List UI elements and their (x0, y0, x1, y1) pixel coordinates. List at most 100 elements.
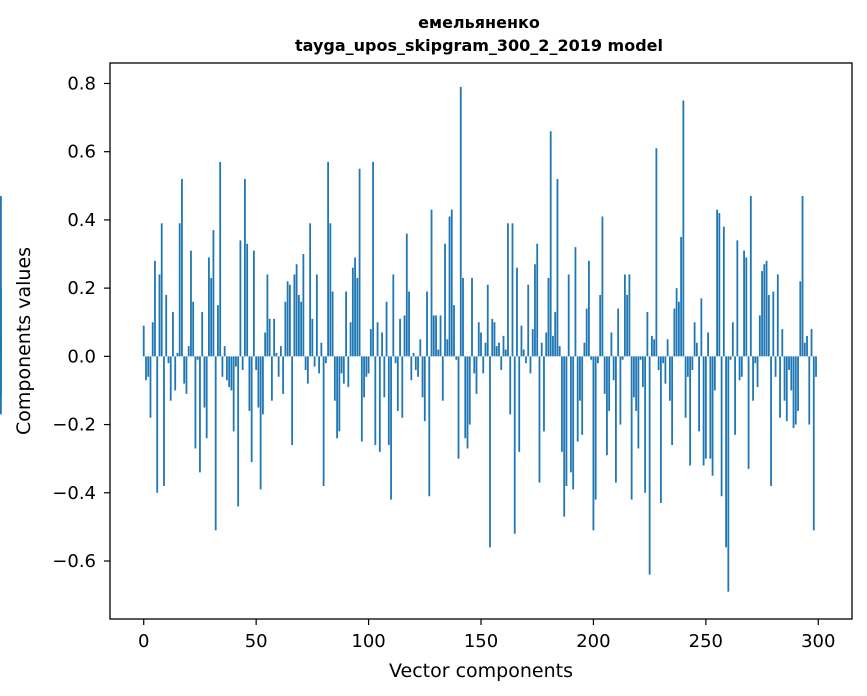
y-tick-label: −0.4 (52, 483, 96, 504)
bar-69 (297, 294, 300, 357)
bar-127 (428, 356, 431, 497)
bar-189 (567, 274, 570, 357)
bar-84 (331, 291, 334, 357)
y-tick-label: 0.2 (67, 278, 96, 299)
bar-284 (781, 329, 784, 357)
bar-123 (419, 339, 422, 357)
bar-176 (538, 356, 541, 483)
bar-179 (545, 332, 548, 357)
bar-116 (403, 315, 406, 357)
bar-35 (221, 356, 224, 377)
bar-178 (543, 356, 545, 432)
bar-33 (217, 305, 219, 357)
y-tick-label: −0.6 (52, 551, 96, 572)
bar-252 (709, 356, 712, 459)
x-tick-label: 200 (576, 631, 610, 652)
bar-11 (167, 356, 170, 364)
bar-289 (792, 356, 795, 428)
bar-75 (311, 318, 314, 357)
bar-54 (264, 332, 267, 357)
bar-141 (459, 86, 462, 357)
bar-4 (151, 322, 154, 357)
bar-234 (668, 356, 671, 401)
bar-168 (520, 325, 523, 357)
bar-77 (315, 274, 318, 357)
bar-180 (547, 277, 550, 357)
bar-147 (473, 356, 476, 374)
y-tick-label: 0.4 (67, 210, 96, 231)
bar-108 (385, 301, 388, 357)
bar-19 (185, 356, 188, 394)
bar-10 (165, 294, 168, 357)
bar-202 (597, 356, 599, 364)
bar-231 (662, 356, 665, 364)
bar-186 (561, 356, 563, 452)
bar-31 (212, 230, 215, 357)
bar-291 (797, 356, 799, 411)
bar-28 (205, 356, 208, 439)
bar-148 (475, 356, 478, 394)
bar-220 (637, 356, 640, 449)
bar-255 (716, 209, 718, 357)
y-axis-ticks: −0.6 −0.4 −0.2 0.0 0.2 0.4 0.6 0.8 (52, 73, 110, 572)
bar-135 (446, 339, 449, 357)
bar-196 (583, 342, 586, 357)
bar-273 (756, 356, 759, 388)
bar-198 (588, 260, 590, 357)
bar-126 (426, 291, 428, 357)
bar-172 (529, 356, 532, 374)
bar-259 (725, 356, 727, 548)
bar-117 (405, 233, 408, 357)
bar-32 (214, 356, 217, 531)
bar-29 (208, 257, 210, 357)
bar-3 (149, 356, 152, 418)
bar-217 (630, 356, 633, 500)
bar-81 (324, 356, 327, 364)
x-tick-label: 250 (689, 631, 723, 652)
bar-79 (320, 342, 323, 357)
bar-211 (617, 308, 620, 357)
bar-297 (810, 329, 813, 357)
bar-254 (713, 356, 716, 391)
bar-268 (745, 257, 748, 357)
bar-156 (493, 322, 496, 357)
y-tick-label: 0.6 (67, 142, 96, 163)
bar-undefined (0, 356, 2, 398)
bar-203 (599, 294, 602, 357)
bar-80 (322, 356, 325, 486)
bar-34 (219, 161, 222, 357)
bar-48 (250, 356, 253, 463)
bar-209 (612, 356, 615, 381)
bar-139 (455, 356, 458, 360)
bar-111 (392, 274, 395, 357)
bar-181 (549, 131, 552, 357)
bar-267 (743, 250, 745, 357)
bar-62 (282, 356, 285, 394)
bar-227 (653, 339, 656, 357)
bar-244 (691, 356, 694, 370)
bar-228 (655, 148, 658, 357)
bar-221 (639, 356, 642, 360)
x-tick-label: 150 (464, 631, 498, 652)
bar-65 (288, 284, 291, 357)
bar-218 (633, 356, 635, 398)
bar-106 (381, 332, 383, 357)
bar-263 (734, 356, 736, 435)
bar-2 (147, 356, 150, 377)
bar-98 (363, 356, 365, 398)
bar-277 (765, 260, 768, 357)
bar-143 (464, 356, 467, 439)
bar-298 (812, 356, 815, 531)
bar-174 (534, 264, 536, 357)
y-tick-label: −0.2 (52, 415, 96, 436)
bar-36 (223, 346, 226, 357)
bar-169 (522, 349, 525, 357)
bar-279 (770, 356, 772, 486)
bar-66 (291, 356, 294, 446)
bar-188 (565, 356, 568, 486)
bar-92 (349, 322, 352, 357)
bar-159 (500, 356, 503, 370)
bar-46 (246, 243, 249, 357)
bar-247 (698, 356, 700, 432)
